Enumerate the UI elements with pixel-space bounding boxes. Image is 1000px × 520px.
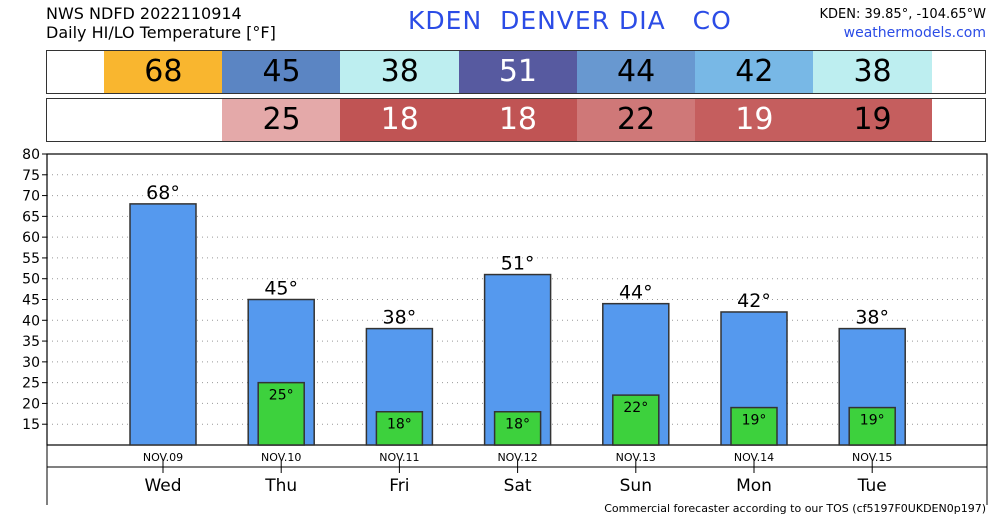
lo_strip-cell: 25 xyxy=(222,99,341,141)
low-temperature-strip: 25 18 18 22 19 19 xyxy=(46,98,986,142)
y-tick-label: 50 xyxy=(22,272,40,288)
y-tick-label: 25 xyxy=(22,376,40,392)
date-tick-label: NOV.09 xyxy=(143,451,183,464)
hi_strip-cell: 44 xyxy=(576,51,696,93)
lo_strip-cell: 22 xyxy=(576,99,696,141)
high-value-label: 51° xyxy=(501,253,535,275)
weekday-label: Sun xyxy=(620,476,652,496)
chart-header-left: NWS NDFD 2022110914 Daily HI/LO Temperat… xyxy=(46,4,276,42)
lo_strip-cell: 19 xyxy=(695,99,814,141)
date-tick-label: NOV.12 xyxy=(497,451,537,464)
y-tick-label: 35 xyxy=(22,334,40,350)
high-value-label: 68° xyxy=(146,182,180,204)
chart-title: Daily HI/LO Temperature [°F] xyxy=(46,23,276,42)
low-value-label: 18° xyxy=(505,417,530,433)
high-value-label: 38° xyxy=(855,307,889,329)
low-bar xyxy=(730,406,778,446)
y-tick-label: 30 xyxy=(22,355,40,371)
date-tick-label: NOV.15 xyxy=(852,451,892,464)
y-tick-label: 75 xyxy=(22,168,40,184)
y-tick-label: 60 xyxy=(22,230,40,246)
high-bar xyxy=(129,203,197,446)
station-title: KDEN DENVER DIA CO xyxy=(408,6,732,35)
date-tick-label: NOV.14 xyxy=(734,451,774,464)
y-tick-label: 80 xyxy=(22,147,40,163)
high-value-label: 38° xyxy=(383,307,417,329)
station-coords: KDEN: 39.85°, -104.65°W xyxy=(819,7,987,22)
lo_strip-cell: 19 xyxy=(813,99,932,141)
weekday-label: Mon xyxy=(736,476,772,496)
low-value-label: 19° xyxy=(860,413,885,429)
hi_strip-cell: 38 xyxy=(340,51,460,93)
y-tick-label: 40 xyxy=(22,313,40,329)
station-code: KDEN xyxy=(408,6,483,35)
low-bar xyxy=(493,410,542,446)
high-value-label: 44° xyxy=(619,282,653,304)
model-run-label: NWS NDFD 2022110914 xyxy=(46,4,242,23)
date-tick-label: NOV.13 xyxy=(616,451,656,464)
hi_strip-cell: 51 xyxy=(458,51,578,93)
weekday-label: Tue xyxy=(857,476,887,496)
weekday-label: Thu xyxy=(264,476,297,496)
lo_strip-cell: 18 xyxy=(340,99,460,141)
date-tick-label: NOV.10 xyxy=(261,451,301,464)
high-value-label: 42° xyxy=(737,290,771,312)
weekday-label: Wed xyxy=(144,476,181,496)
y-tick-label: 20 xyxy=(22,396,40,412)
lo_strip-cell: 18 xyxy=(458,99,578,141)
site-link[interactable]: weathermodels.com xyxy=(843,25,986,41)
low-value-label: 18° xyxy=(387,417,412,433)
station-name: DENVER DIA xyxy=(500,6,666,35)
chart-header-right: KDEN: 39.85°, -104.65°W weathermodels.co… xyxy=(820,5,987,43)
low-bar xyxy=(612,394,660,446)
low-value-label: 25° xyxy=(269,388,294,404)
hi_strip-cell: 68 xyxy=(104,51,223,93)
high-value-label: 45° xyxy=(264,278,298,300)
footer-note: Commercial forecaster according to our T… xyxy=(604,502,986,515)
low-value-label: 22° xyxy=(623,400,648,416)
hi_strip-cell: 38 xyxy=(813,51,932,93)
low-bar xyxy=(257,381,305,446)
weekday-label: Fri xyxy=(389,476,409,496)
low-value-label: 19° xyxy=(742,413,767,429)
y-tick-label: 45 xyxy=(22,293,40,309)
hi_strip-cell: 42 xyxy=(695,51,814,93)
hi_strip-cell: 45 xyxy=(222,51,341,93)
y-tick-label: 70 xyxy=(22,189,40,205)
station-state: CO xyxy=(692,6,732,35)
y-tick-label: 55 xyxy=(22,251,40,267)
y-tick-label: 65 xyxy=(22,209,40,225)
high-temperature-strip: 68 45 38 51 44 42 38 xyxy=(46,50,986,94)
low-bar xyxy=(375,410,424,446)
y-tick-label: 15 xyxy=(22,417,40,433)
low-bar xyxy=(848,406,896,446)
date-tick-label: NOV.11 xyxy=(379,451,419,464)
lo_strip-cell xyxy=(104,99,223,141)
weekday-label: Sat xyxy=(504,476,532,496)
